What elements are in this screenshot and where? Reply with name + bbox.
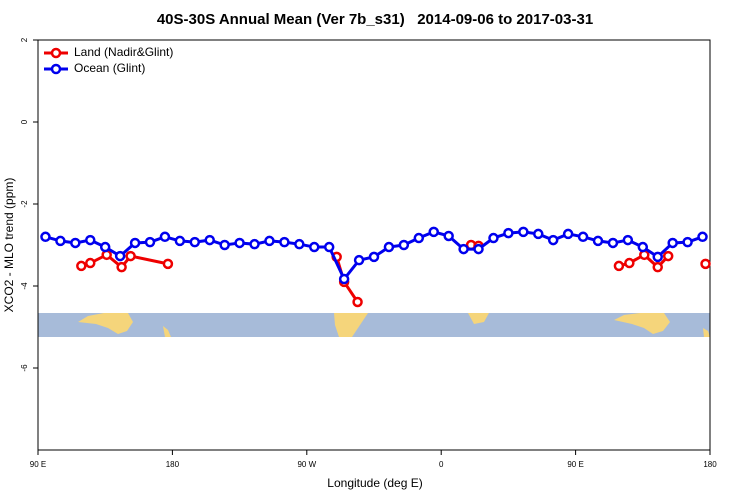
land-shape [468, 313, 489, 324]
data-point [607, 237, 619, 249]
data-point [353, 254, 365, 266]
data-point [667, 237, 678, 249]
data-point [413, 232, 425, 244]
data-point [697, 231, 708, 243]
data-point [162, 258, 174, 270]
data-point [85, 257, 96, 269]
data-point [592, 235, 604, 247]
data-point [116, 261, 127, 273]
data-point [309, 241, 320, 253]
data-point [533, 228, 544, 240]
data-point [144, 236, 156, 248]
land-shape [614, 313, 670, 334]
data-point [294, 238, 305, 250]
data-point [323, 241, 335, 253]
data-point [368, 251, 380, 263]
data-point [174, 235, 186, 247]
data-point [159, 231, 171, 243]
data-point [189, 236, 201, 248]
data-point [622, 234, 634, 246]
y-tick-label: -6 [20, 364, 29, 372]
data-point [338, 273, 350, 285]
legend-label: Ocean (Glint) [74, 61, 145, 75]
data-point [637, 241, 649, 253]
data-point [458, 243, 469, 255]
data-point [129, 237, 141, 249]
data-point [219, 239, 230, 251]
y-tick-label: 2 [20, 37, 29, 42]
legend-label: Land (Nadir&Glint) [74, 45, 173, 59]
x-tick-label: 90 W [297, 460, 316, 469]
data-point [613, 260, 625, 272]
land-shape [334, 313, 368, 337]
data-point [125, 250, 136, 262]
map-strip [38, 313, 710, 337]
series-line [81, 245, 705, 302]
data-point [652, 251, 663, 263]
y-axis-label: XCO2 - MLO trend (ppm) [2, 178, 16, 313]
x-tick-label: 180 [703, 460, 717, 469]
plot-frame [37, 39, 711, 451]
data-point [76, 260, 87, 272]
x-tick-label: 90 E [567, 460, 583, 469]
chart-title: 40S-30S Annual Mean (Ver 7b_s31) 2014-09… [157, 11, 593, 28]
data-point [624, 257, 635, 269]
ocean-band [38, 313, 710, 337]
legend-marker [50, 47, 62, 59]
data-point [383, 241, 395, 253]
data-point [473, 243, 484, 255]
legend-marker [50, 63, 62, 75]
data-point [99, 241, 111, 253]
data-point [682, 236, 693, 248]
data-point [428, 226, 439, 238]
y-tick-label: -2 [20, 200, 29, 208]
data-point [40, 231, 51, 243]
data-point [577, 231, 589, 243]
data-point [279, 236, 290, 248]
data-point [503, 227, 514, 239]
data-point [662, 250, 674, 262]
data-point [249, 238, 260, 250]
data-point [55, 235, 66, 247]
x-tick-label: 0 [439, 460, 444, 469]
data-point [264, 235, 275, 247]
data-point [398, 239, 410, 251]
data-point [204, 234, 215, 246]
x-axis-label: Longitude (deg E) [327, 476, 422, 490]
y-tick-label: 0 [20, 119, 29, 124]
data-point [85, 234, 96, 246]
land-shape [78, 313, 133, 334]
y-tick-label: -4 [20, 282, 29, 290]
data-point [114, 250, 126, 262]
land-shape [703, 328, 710, 337]
x-tick-label: 90 E [30, 460, 46, 469]
data-point [443, 230, 454, 242]
land-shape [163, 326, 171, 337]
data-point [234, 237, 245, 249]
data-point [518, 226, 529, 238]
data-point [700, 258, 711, 270]
data-point [488, 232, 499, 244]
data-point [70, 237, 81, 249]
data-point [547, 234, 559, 246]
data-point [562, 228, 574, 240]
data-point [652, 261, 663, 273]
x-tick-label: 180 [166, 460, 180, 469]
data-point [352, 296, 363, 308]
